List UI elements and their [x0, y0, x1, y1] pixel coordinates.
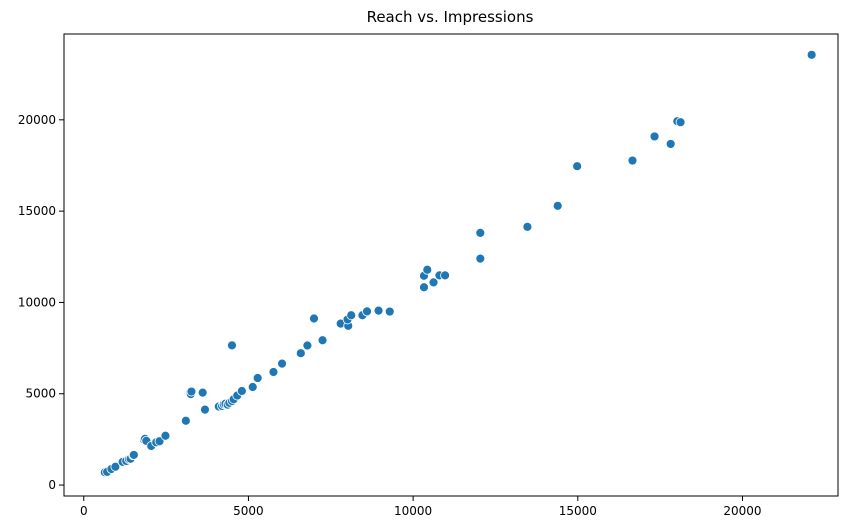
data-point: [160, 430, 171, 441]
data-point: [227, 340, 237, 351]
x-tick-label: 10000: [394, 504, 432, 518]
data-point: [277, 358, 287, 369]
data-point: [665, 139, 676, 149]
data-point: [475, 227, 486, 238]
data-points: [99, 49, 817, 478]
data-point: [346, 310, 357, 321]
chart-title: Reach vs. Impressions: [367, 8, 534, 26]
data-point: [552, 200, 563, 211]
y-tick-label: 15000: [18, 204, 56, 218]
data-point: [186, 386, 197, 397]
data-point: [302, 340, 313, 351]
data-point: [200, 404, 210, 415]
data-point: [373, 305, 384, 316]
x-tick-label: 15000: [559, 504, 597, 518]
data-point: [428, 277, 439, 288]
data-point: [419, 282, 429, 293]
data-point: [110, 461, 121, 472]
data-point: [649, 131, 660, 142]
data-point: [675, 117, 686, 128]
data-point: [268, 367, 279, 377]
data-point: [180, 415, 191, 426]
axis-ticks: 0 5000 10000 15000 20000 0 5000 10000 15000 20000: [18, 113, 762, 518]
data-point: [572, 161, 583, 172]
data-point: [252, 373, 263, 383]
data-point: [422, 264, 433, 275]
y-tick-label: 20000: [18, 113, 56, 127]
data-point: [522, 221, 533, 232]
data-point: [197, 387, 208, 398]
y-tick-label: 10000: [18, 295, 56, 309]
plot-frame: [63, 33, 839, 497]
data-point: [128, 450, 139, 460]
data-point: [236, 386, 247, 396]
x-tick-label: 0: [80, 504, 88, 518]
data-point: [362, 306, 372, 317]
data-point: [627, 155, 638, 166]
data-point: [806, 49, 817, 60]
data-point: [247, 382, 258, 392]
data-point: [295, 348, 306, 359]
y-tick-label: 0: [48, 478, 56, 492]
data-point: [317, 335, 328, 346]
data-point: [309, 313, 319, 324]
x-tick-label: 20000: [723, 504, 761, 518]
data-point: [440, 270, 450, 281]
y-tick-label: 5000: [25, 387, 56, 401]
data-point: [475, 253, 486, 264]
x-tick-label: 5000: [233, 504, 264, 518]
data-point: [384, 306, 395, 317]
